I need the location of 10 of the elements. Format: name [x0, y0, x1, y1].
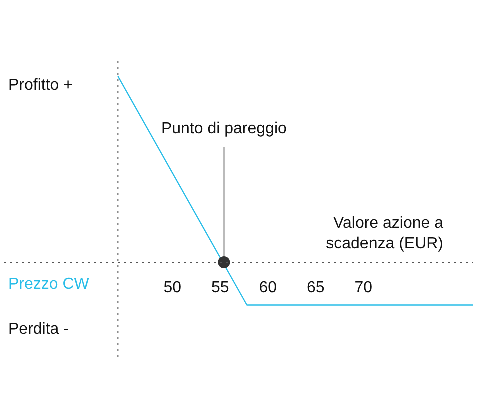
x-tick-label: 60 [259, 279, 278, 296]
text: Perdita - [8, 321, 69, 338]
x-tick-label: 55 [211, 279, 230, 296]
x-axis-title: Valore azione a scadenza (EUR) [326, 215, 444, 252]
annotation: Profitto + [8, 77, 73, 94]
annotation: Punto di pareggio [161, 120, 288, 138]
x-tick-label: 65 [306, 279, 325, 296]
x-tick-label: 50 [164, 279, 182, 296]
text: Prezzo CW [8, 276, 90, 293]
x-tick-label: 70 [354, 279, 373, 296]
